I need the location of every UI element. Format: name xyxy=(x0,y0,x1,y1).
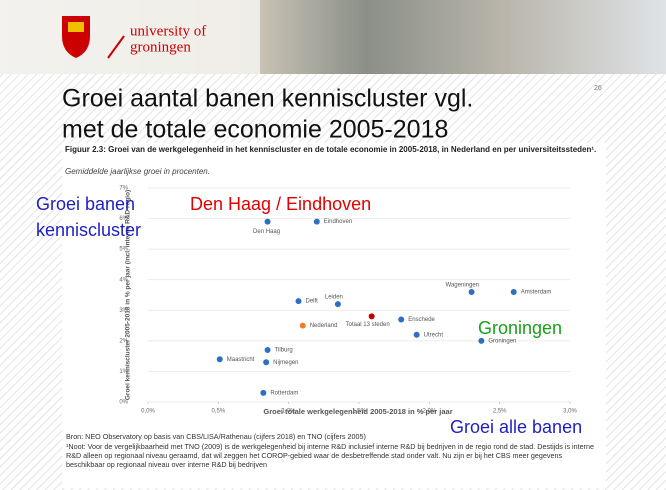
point xyxy=(296,298,302,304)
y-tick-label: 7% xyxy=(119,186,128,192)
slide-title: met de totale economie 2005-2018 xyxy=(62,116,448,144)
point xyxy=(260,390,266,396)
point-label: Den Haag xyxy=(253,229,280,235)
point-label: Amsterdam xyxy=(521,290,552,296)
point-label: Tilburg xyxy=(275,348,293,354)
point xyxy=(263,359,269,365)
point xyxy=(335,301,341,307)
x-tick-label: 1,5% xyxy=(352,409,366,415)
point xyxy=(398,316,404,322)
x-tick-label: 1,0% xyxy=(282,409,296,415)
x-tick-label: 0,0% xyxy=(141,409,155,415)
point xyxy=(300,323,306,329)
point xyxy=(369,313,375,319)
point xyxy=(265,219,271,225)
figure-title: Figuur 2.3: Groei van de werkgelegenheid… xyxy=(65,145,596,154)
y-tick-label: 4% xyxy=(119,277,128,283)
point-label: Groningen xyxy=(488,338,516,344)
point-label: Delft xyxy=(306,299,319,305)
annotation: Den Haag / Eindhoven xyxy=(190,194,371,214)
slide: university of groningen Groei aantal ban… xyxy=(0,0,666,490)
logo-text: university of xyxy=(130,23,206,39)
point-label: Totaal 13 steden xyxy=(346,322,390,328)
y-tick-label: 1% xyxy=(119,369,128,375)
point-label: Utrecht xyxy=(424,332,444,338)
point-label: Eindhoven xyxy=(324,219,352,225)
page: { "slide": { "logo_lines": ["university … xyxy=(0,0,666,490)
annotation: kenniscluster xyxy=(36,220,141,240)
slide-title: Groei aantal banen kenniscluster vgl. xyxy=(62,85,473,113)
point xyxy=(265,347,271,353)
point-label: Nijmegen xyxy=(273,360,298,366)
page-number: 26 xyxy=(594,85,602,92)
figure-subtitle: Gemiddelde jaarlijkse groei in procenten… xyxy=(65,167,210,176)
x-tick-label: 0,5% xyxy=(211,409,225,415)
annotation: Groningen xyxy=(478,318,562,338)
point-label: Maastricht xyxy=(227,357,255,363)
point-label: Enschede xyxy=(408,317,435,323)
point-label: Wageningen xyxy=(446,283,479,289)
point xyxy=(469,289,475,295)
point xyxy=(478,338,484,344)
y-tick-label: 3% xyxy=(119,308,128,314)
source: Bron: NEO Observatory op basis van CBS/L… xyxy=(66,432,596,441)
annotation: Groei banen xyxy=(36,194,135,214)
x-tick-label: 3,0% xyxy=(563,409,577,415)
x-tick-label: 2,5% xyxy=(493,409,507,415)
point xyxy=(414,332,420,338)
y-tick-label: 5% xyxy=(119,247,128,253)
y-tick-label: 2% xyxy=(119,338,128,344)
point xyxy=(511,289,517,295)
logo-text: groningen xyxy=(130,39,191,55)
y-tick-label: 0% xyxy=(119,400,128,406)
footnote: ¹Noot: Voor de vergelijkbaarheid met TNO… xyxy=(66,442,596,469)
point xyxy=(217,356,223,362)
point-label: Rotterdam xyxy=(270,390,298,396)
x-tick-label: 2,0% xyxy=(422,409,436,415)
point-label: Leiden xyxy=(325,295,343,301)
point-label: Nederland xyxy=(310,323,338,329)
point xyxy=(314,219,320,225)
